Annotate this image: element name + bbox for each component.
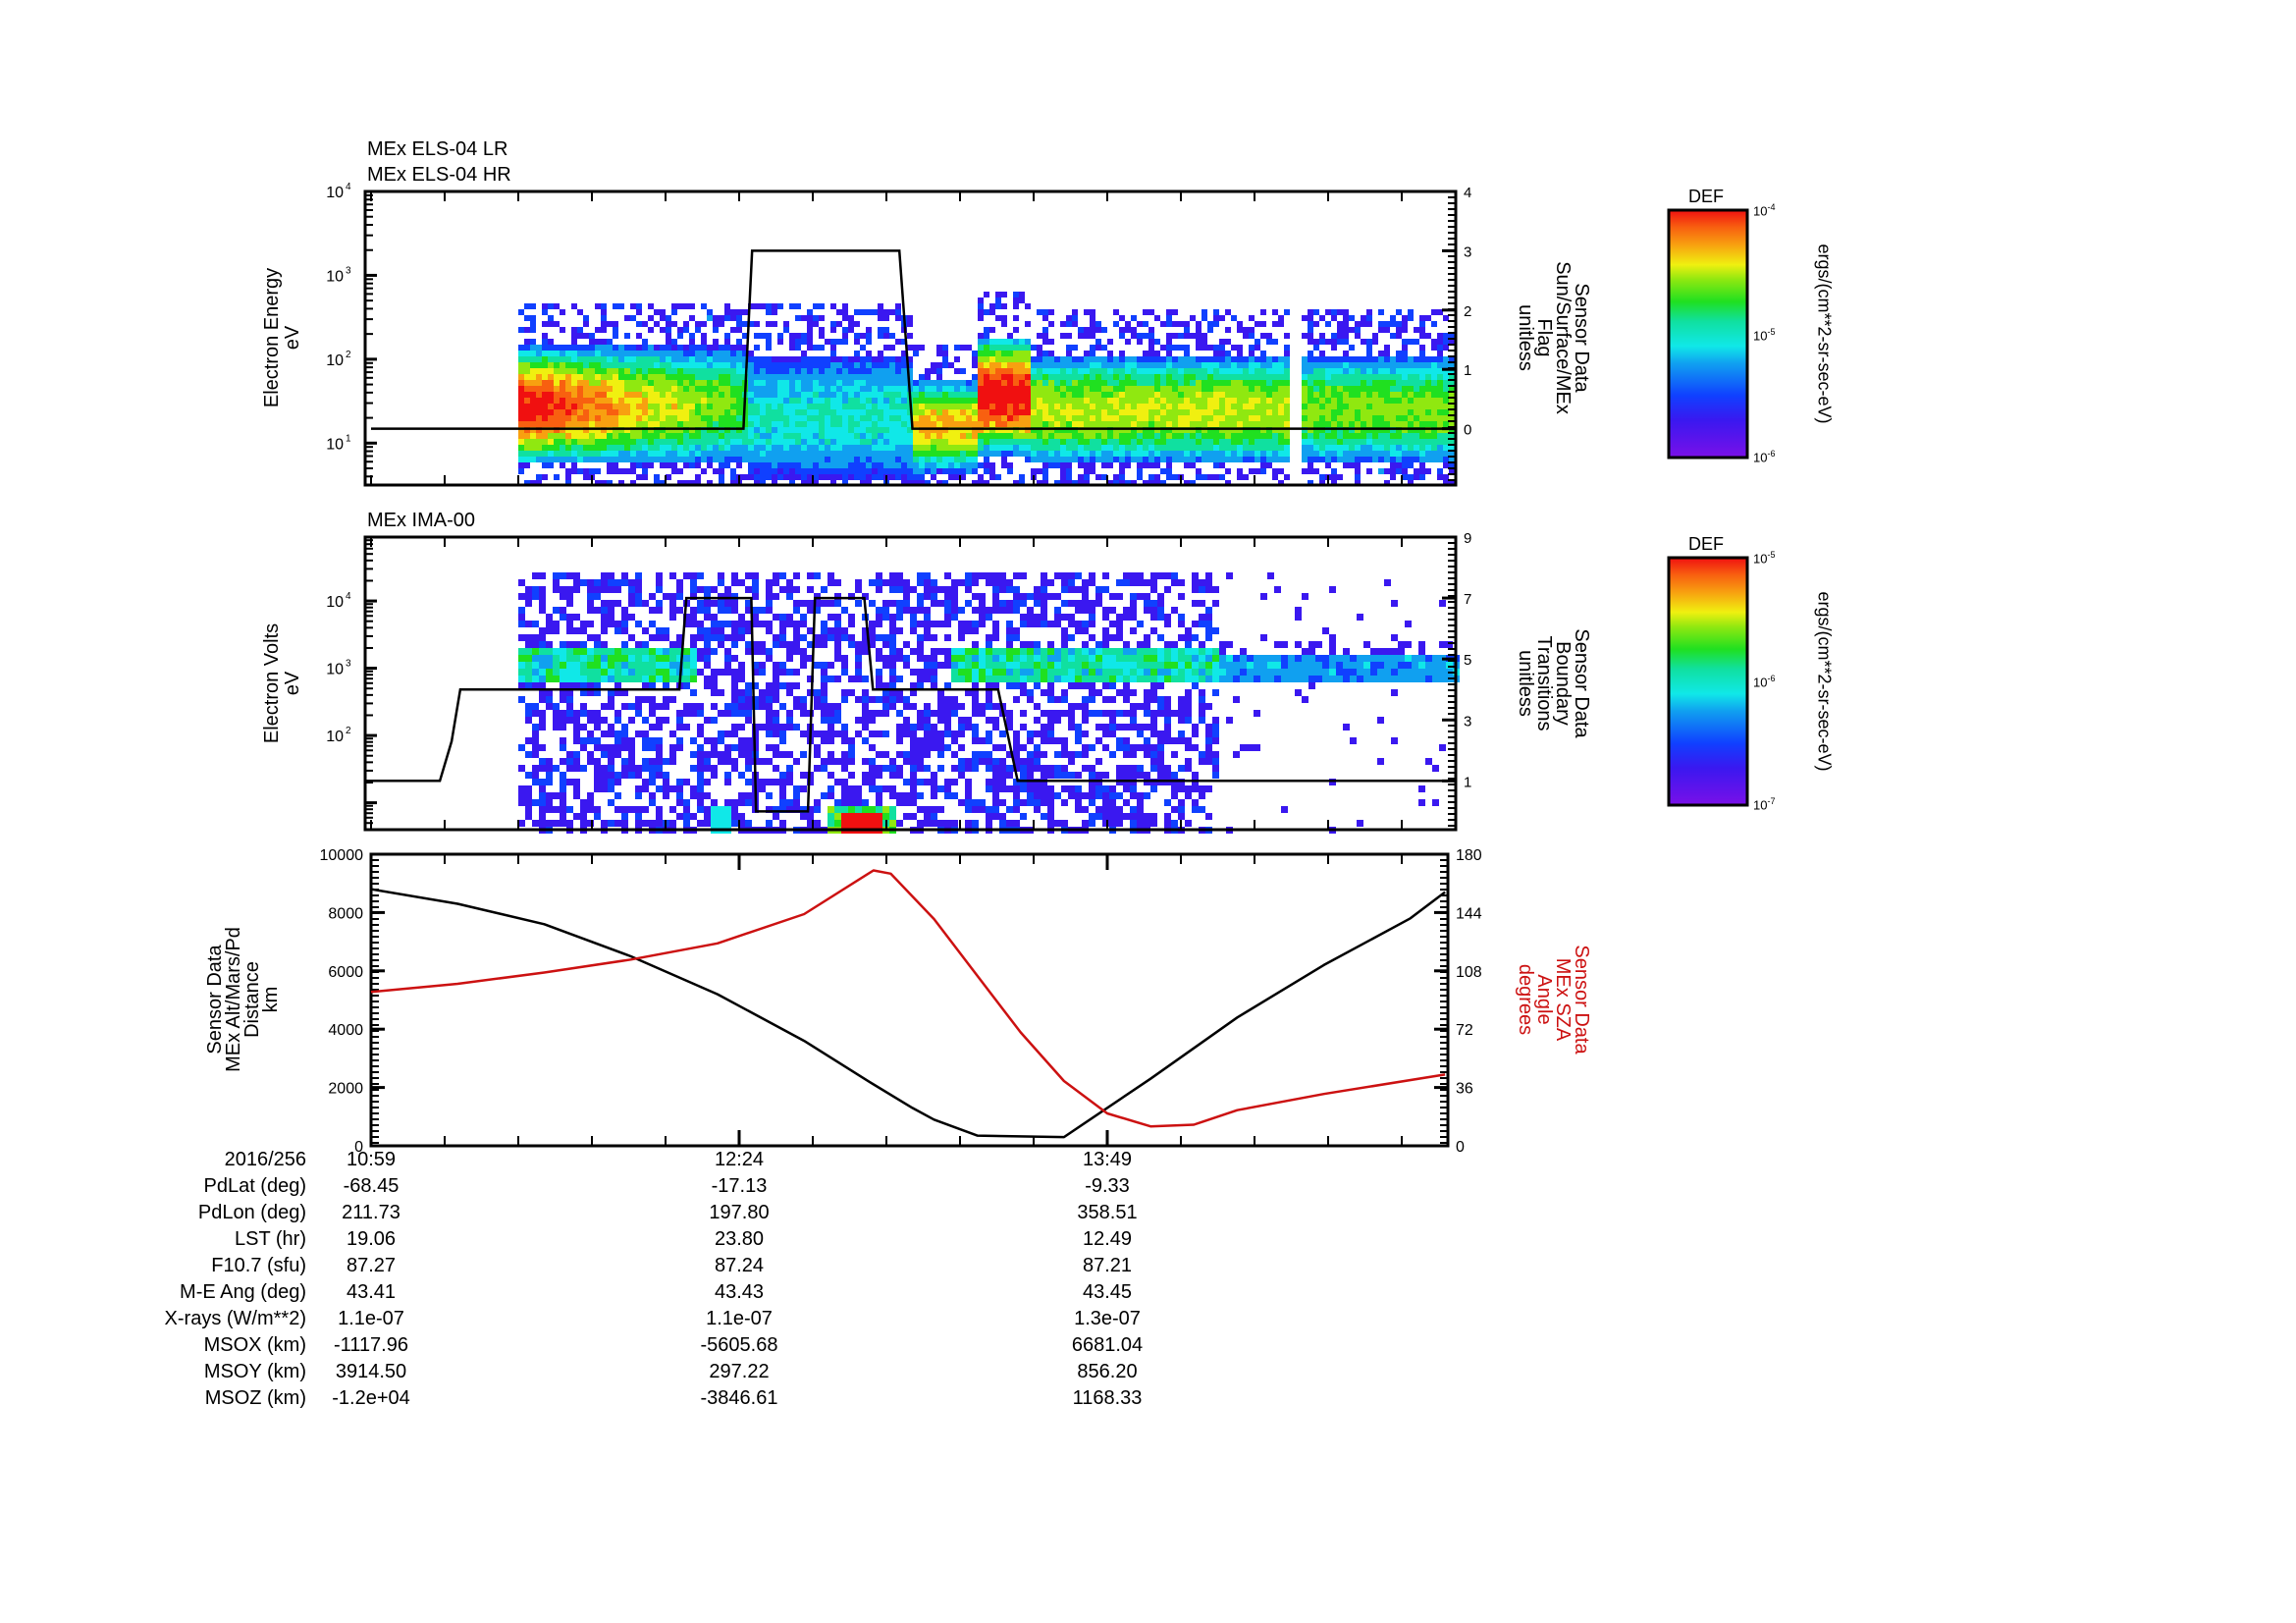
colorbar2-mid-label: 10-6	[1753, 674, 1776, 690]
ephemeris-row-value: -1.2e+04	[332, 1387, 410, 1409]
panel2-ylabel-left: Electron Volts eV	[261, 622, 303, 744]
colorbar1-units: ergs/(cm**2-sr-sec-eV)	[1814, 243, 1835, 424]
ephemeris-row-value: -68.45	[343, 1175, 400, 1197]
ephemeris-row-value: 211.73	[342, 1202, 400, 1223]
ephemeris-row-label: F10.7 (sfu)	[211, 1255, 306, 1276]
time-label-1: 12:24	[714, 1149, 765, 1170]
colorbar-ima	[1667, 556, 1749, 807]
ima-spectrogram	[518, 572, 1460, 834]
colorbar1-top-label: 10-4	[1753, 202, 1776, 219]
colorbar2-bottom-label: 10-7	[1753, 796, 1776, 813]
ephemeris-row-value: 43.41	[346, 1281, 397, 1303]
panel1-ylabel-left: Electron Energy eV	[261, 267, 303, 408]
panel2-ylabel-right: Sensor Data Boundary Transitions unitless	[1515, 628, 1592, 738]
colorbar2-units: ergs/(cm**2-sr-sec-eV)	[1814, 591, 1835, 772]
time-label-0: 10:59	[346, 1149, 397, 1170]
ephemeris-row-value: 1.1e-07	[338, 1308, 404, 1329]
ephemeris-row-value: -5605.68	[700, 1334, 778, 1356]
ephemeris-row-value: 19.06	[346, 1228, 397, 1250]
ephemeris-row-value: 358.51	[1077, 1202, 1138, 1223]
time-label-2: 13:49	[1082, 1149, 1133, 1170]
panel1-title-lr: MEx ELS-04 LR	[367, 138, 508, 160]
ephemeris-row-label: PdLon (deg)	[197, 1202, 306, 1223]
line-layer	[365, 249, 1450, 1139]
ephemeris-row-value: -17.13	[711, 1175, 768, 1197]
ephemeris-row-value: -1117.96	[334, 1334, 408, 1356]
ephemeris-row-value: -3846.61	[700, 1387, 778, 1409]
date-label: 2016/256	[224, 1149, 306, 1170]
ephemeris-row-value: 197.80	[709, 1202, 770, 1223]
colorbar2-title: DEF	[1688, 534, 1724, 554]
ephemeris-row-value: 856.20	[1077, 1361, 1138, 1382]
ephemeris-row-value: 297.22	[709, 1361, 770, 1382]
ephemeris-row-value: 1168.33	[1072, 1387, 1143, 1409]
panel1-title-hr: MEx ELS-04 HR	[367, 164, 511, 186]
ephemeris-row-value: 12.49	[1082, 1228, 1133, 1250]
ephemeris-row-label: LST (hr)	[235, 1228, 306, 1250]
ephemeris-row-value: 6681.04	[1071, 1334, 1144, 1356]
ephemeris-row-label: MSOZ (km)	[204, 1387, 306, 1409]
ephemeris-row-value: 87.24	[714, 1255, 765, 1276]
ephemeris-row-label: M-E Ang (deg)	[180, 1281, 306, 1303]
els-spectrogram	[518, 292, 1455, 486]
ephemeris-row-value: 1.1e-07	[706, 1308, 773, 1329]
ephemeris-row-label: PdLat (deg)	[203, 1175, 306, 1197]
ephemeris-row-value: -9.33	[1085, 1175, 1130, 1197]
ephemeris-row-label: X-rays (W/m**2)	[164, 1308, 306, 1329]
ephemeris-row-value: 23.80	[714, 1228, 765, 1250]
ephemeris-row-value: 43.45	[1082, 1281, 1133, 1303]
panel2-title: MEx IMA-00	[367, 510, 476, 531]
ephemeris-row-value: 87.27	[346, 1255, 397, 1276]
panel1-ylabel-right: Sensor Data Sun/Surface/MEx Flag unitless	[1515, 261, 1592, 414]
panel3-ylabel-right: Sensor Data MEx SZA Angle degrees	[1515, 945, 1592, 1055]
ephemeris-row-value: 3914.50	[335, 1361, 407, 1382]
ephemeris-row-value: 43.43	[714, 1281, 765, 1303]
colorbar2-top-label: 10-5	[1753, 550, 1776, 567]
colorbar-els	[1667, 208, 1749, 460]
ephemeris-row-value: 1.3e-07	[1074, 1308, 1141, 1329]
ephemeris-row-label: MSOY (km)	[203, 1361, 306, 1382]
colorbar1-mid-label: 10-5	[1753, 327, 1776, 344]
colorbar1-bottom-label: 10-6	[1753, 449, 1776, 465]
colorbar1-title: DEF	[1688, 187, 1724, 206]
panel3-ylabel-left: Sensor Data MEx Alt/Mars/Pd Distance km	[204, 927, 282, 1072]
ephemeris-row-label: MSOX (km)	[203, 1334, 306, 1356]
ephemeris-row-value: 87.21	[1082, 1255, 1133, 1276]
